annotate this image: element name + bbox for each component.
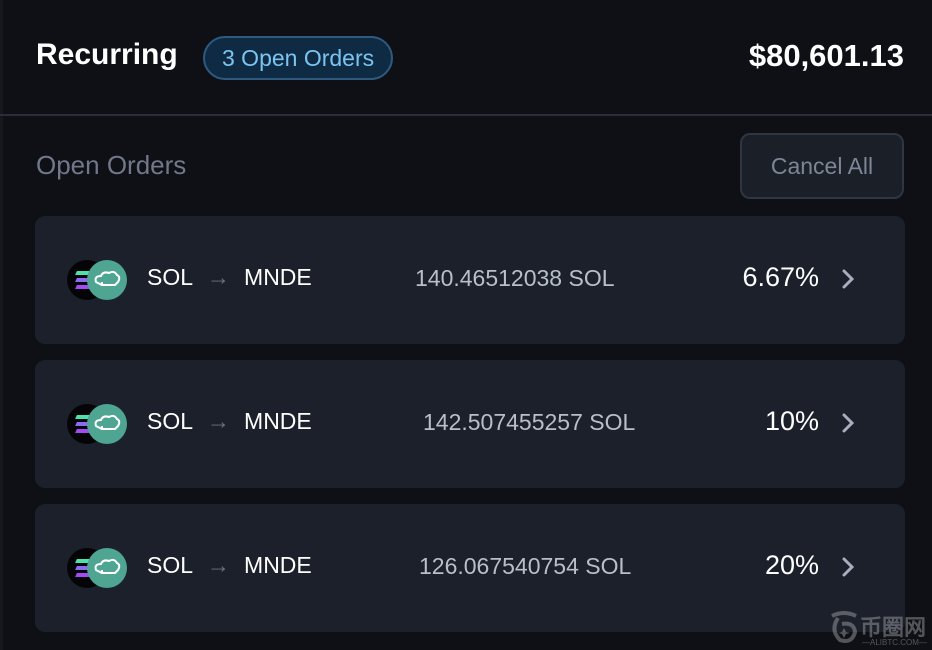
from-token: SOL (147, 552, 194, 578)
from-token: SOL (147, 408, 194, 434)
chevron-right-icon[interactable] (837, 554, 859, 580)
to-token: MNDE (244, 552, 312, 578)
window-edge (0, 0, 3, 650)
token-pair-icons (67, 260, 131, 300)
chevron-right-icon[interactable] (837, 410, 859, 436)
from-token: SOL (147, 264, 194, 290)
to-token: MNDE (244, 408, 312, 434)
token-pair-icons (67, 548, 131, 588)
order-progress-percent: 20% (764, 550, 819, 580)
order-progress-percent: 10% (764, 406, 819, 436)
to-token: MNDE (244, 264, 312, 290)
token-pair: SOL → MNDE (147, 408, 312, 435)
order-row[interactable]: SOL → MNDE 142.507455257 SOL 10% (35, 360, 905, 488)
arrow-right-icon: → (207, 552, 231, 578)
watermark: 币圈网 —ALIBTC.COM— (828, 610, 927, 649)
order-amount: 126.067540754 SOL (419, 553, 632, 579)
order-amount: 142.507455257 SOL (423, 409, 636, 435)
token-pair: SOL → MNDE (147, 264, 312, 291)
arrow-right-icon: → (207, 408, 231, 434)
token-pair-icons (67, 404, 131, 444)
arrow-right-icon: → (207, 264, 231, 290)
section-title: Open Orders (36, 150, 187, 180)
cancel-all-button[interactable]: Cancel All (740, 133, 904, 199)
header: Recurring 3 Open Orders $80,601.13 (0, 0, 932, 116)
order-amount: 140.46512038 SOL (415, 265, 615, 291)
open-orders-badge: 3 Open Orders (203, 36, 394, 80)
order-progress-percent: 6.67% (742, 262, 819, 292)
order-row[interactable]: SOL → MNDE 140.46512038 SOL 6.67% (35, 216, 905, 344)
watermark-logo-icon (831, 611, 858, 643)
token-pair: SOL → MNDE (147, 552, 312, 579)
chevron-right-icon[interactable] (837, 266, 859, 292)
order-row[interactable]: SOL → MNDE 126.067540754 SOL 20% (35, 504, 905, 632)
total-value: $80,601.13 (748, 38, 904, 73)
marinade-icon (87, 260, 127, 300)
marinade-icon (87, 548, 127, 588)
page-title: Recurring (36, 38, 178, 71)
marinade-icon (87, 404, 127, 444)
